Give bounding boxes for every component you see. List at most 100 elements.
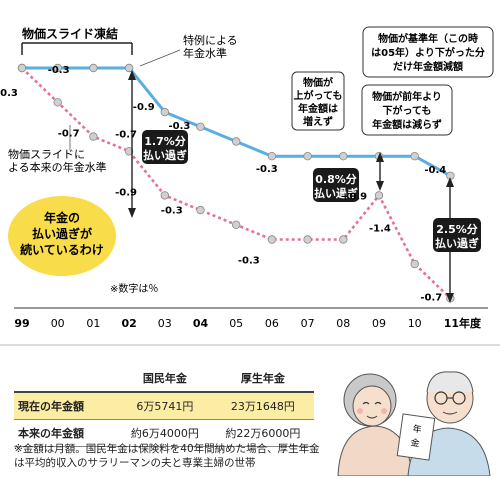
data-label: -0.3 [48,65,70,76]
x-tick-label: 01 [86,317,100,330]
proper-employee: 約22万6000円 [211,419,314,447]
data-label: +0.9 [341,191,367,202]
woman-figure [337,373,413,476]
svg-text:0.8%分: 0.8%分 [315,172,357,186]
data-label: -0.7 [115,129,137,140]
svg-text:だけ年金額減額: だけ年金額減額 [393,60,463,73]
pink-value-labels: -0.3 -0.7 -0.7 -0.9 -0.3 -0.3 +0.9 -1.4 -0.7 [0,88,442,303]
blue-value-labels: -0.3 -0.9 -0.3 -0.3 -0.4 [48,65,447,176]
data-point [160,107,169,117]
x-tick-label: 11年度 [444,316,482,330]
data-point [374,191,384,200]
data-point [196,122,205,131]
data-label: -0.3 [161,205,183,216]
data-point [410,151,419,161]
data-label: -0.3 [256,164,278,175]
data-label: -0.9 [133,102,155,113]
current-national: 6万5741円 [118,392,212,420]
data-label: -0.3 [0,88,18,99]
data-point [124,147,134,156]
svg-text:物価が前年より: 物価が前年より [372,90,442,103]
gap-arrow-2009 [376,152,384,191]
data-point [267,151,277,161]
x-tick-label: 99 [14,317,29,330]
data-label: -0.9 [115,187,137,198]
data-point [89,132,98,141]
gap-box-2009: 0.8%分 払い過ぎ [313,168,359,202]
data-label: -0.7 [420,292,442,303]
data-label: -0.4 [424,165,446,176]
freeze-bracket: 物価スライド凍結 [21,26,133,55]
proper-national: 約6万4000円 [118,419,212,447]
col-header-employee: 厚生年金 [211,365,314,393]
x-tick-label: 03 [158,317,172,330]
data-point [410,259,419,269]
data-point [17,63,27,73]
blue-series-label-1: 特例による [183,33,238,47]
svg-text:物価が基準年（この時: 物価が基準年（この時 [378,32,478,45]
x-tick-label: 02 [121,317,136,330]
data-point [53,98,62,107]
data-point [231,137,241,146]
pink-series-label-1: 物価スライドに [8,147,85,161]
svg-text:年金の: 年金の [44,210,80,225]
current-employee: 23万1648円 [211,392,314,420]
pension-amount-table: 国民年金 厚生年金 現在の年金額 6万5741円 23万1648円 本来の年金額… [14,365,314,447]
table-row: 本来の年金額 約6万4000円 約22万6000円 [14,419,314,447]
data-point [231,220,241,229]
data-point [303,235,312,244]
note-reduced: 物価が基準年（この時 は05年）より下がった分 だけ年金額減額 [362,26,494,78]
pink-series-label-2: よる本来の年金水準 [8,160,107,174]
blue-label-leader [139,49,181,67]
data-point [339,151,348,161]
footnote: ※金額は月額。国民年金は保険料を40年間納めた場合、厚生年金は平均的収入のサラリ… [14,443,320,469]
col-header-national: 国民年金 [118,365,212,393]
data-point [89,63,98,73]
x-tick-label: 06 [265,317,279,330]
svg-text:払い過ぎ: 払い過ぎ [143,148,187,162]
data-point [303,151,312,161]
x-tick-labels: 99 00 01 02 03 04 05 06 07 08 09 10 11年度 [14,316,482,330]
man-figure [407,371,491,476]
svg-text:年金額は減らず: 年金額は減らず [372,118,442,131]
x-tick-label: 05 [229,317,243,330]
svg-text:金: 金 [410,436,421,449]
svg-text:続いているわけ: 続いているわけ [20,242,104,257]
chart-title: 物価スライド凍結 [22,26,118,41]
svg-text:払い過ぎが: 払い過ぎが [32,226,92,241]
note-prices-up: 物価が 上がっても 年金額は 増えず [291,71,345,131]
row-label-current: 現在の年金額 [14,392,118,420]
table-row: 現在の年金額 6万5741円 23万1648円 [14,392,314,420]
svg-text:増えず: 増えず [303,115,333,128]
svg-text:年金額は: 年金額は [298,102,338,115]
svg-text:払い過ぎ: 払い過ぎ [314,186,358,200]
x-tick-label: 09 [372,317,386,330]
data-point [124,63,134,73]
unit-note: ※数字は％ [110,282,158,295]
svg-text:物価が: 物価が [303,76,334,89]
gap-arrow-2002 [128,70,136,218]
svg-text:下がっても: 下がっても [383,104,432,117]
data-point [196,205,205,215]
data-point [53,63,62,73]
svg-text:1.7%分: 1.7%分 [144,134,186,148]
explanation-bubble: 年金の 払い過ぎが 続いているわけ [8,196,116,276]
data-point [339,235,348,244]
row-label-proper: 本来の年金額 [14,419,118,447]
data-label: -1.4 [369,223,391,234]
data-label: -0.3 [238,256,260,267]
pension-chart: 物価スライド凍結 特例による 年金水準 物価スライドに よる本来の年金水準 年金… [0,26,500,346]
pension-card: 年 金 [396,413,436,461]
x-tick-label: 07 [301,317,315,330]
x-tick-label: 08 [336,317,350,330]
x-tick-label: 10 [408,317,422,330]
svg-text:払い過ぎ: 払い過ぎ [435,236,479,250]
x-tick-label: 04 [193,317,209,330]
note-prices-down: 物価が前年より 下がっても 年金額は減らず [361,84,453,136]
x-tick-label: 00 [51,317,65,330]
gap-box-2011: 2.5%分 払い過ぎ [433,218,481,252]
data-label: -0.3 [169,121,191,132]
svg-text:2.5%分: 2.5%分 [436,222,478,236]
data-label: -0.7 [58,128,80,139]
data-point [160,191,169,200]
